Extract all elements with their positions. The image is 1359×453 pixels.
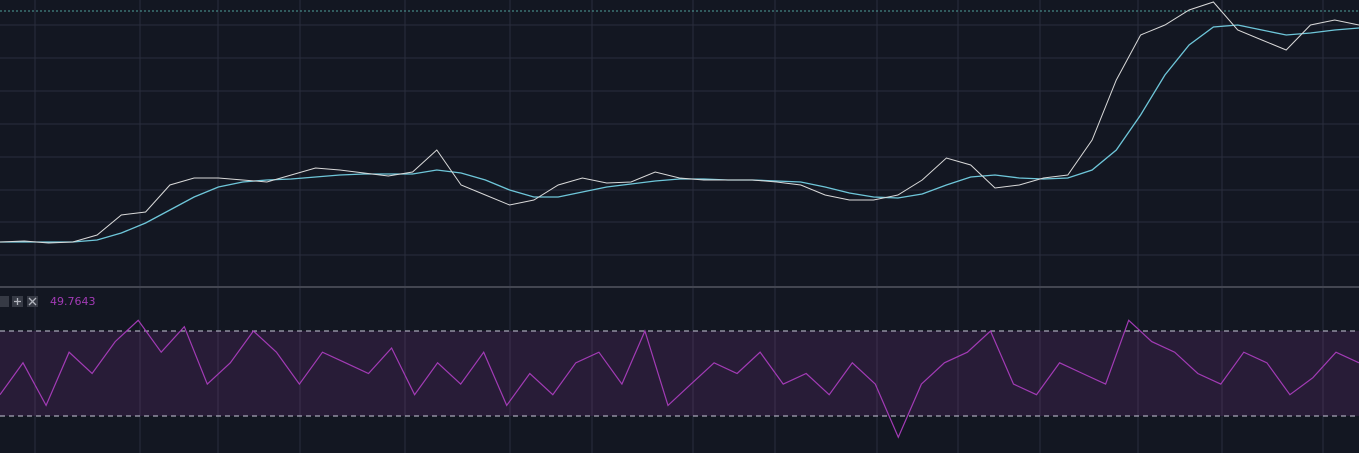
price-line	[0, 1, 1359, 244]
rsi-value: 49.7643	[50, 295, 96, 308]
button[interactable]	[0, 296, 9, 307]
moving-average	[0, 24, 1359, 243]
pane-buttons[interactable]	[0, 296, 38, 307]
rsi-line	[0, 319, 1359, 439]
rsi-band-fill	[0, 330, 1359, 417]
